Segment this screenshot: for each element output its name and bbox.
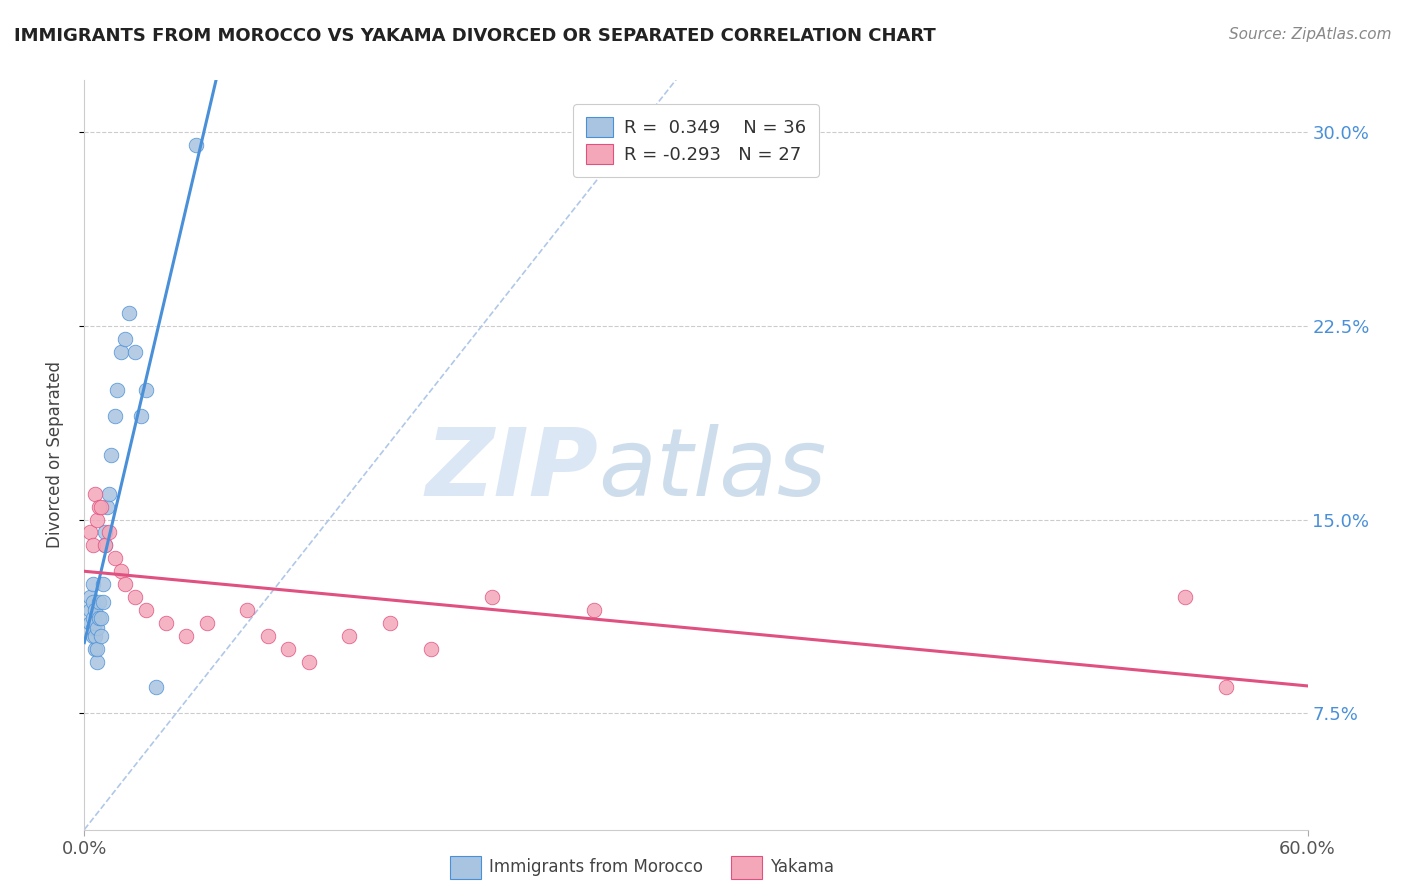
Text: ZIP: ZIP bbox=[425, 424, 598, 516]
Point bbox=[104, 409, 127, 424]
Point bbox=[82, 621, 104, 635]
Point bbox=[86, 621, 108, 635]
Point bbox=[236, 603, 259, 617]
Point bbox=[380, 615, 402, 630]
Point bbox=[186, 137, 208, 152]
Point bbox=[277, 641, 299, 656]
Point bbox=[83, 486, 105, 500]
Point bbox=[114, 332, 136, 346]
Point bbox=[195, 615, 218, 630]
Point bbox=[91, 595, 114, 609]
Point bbox=[110, 564, 132, 578]
Point bbox=[1215, 681, 1237, 695]
Point bbox=[87, 500, 110, 514]
Point bbox=[110, 344, 132, 359]
Point bbox=[82, 595, 104, 609]
Point bbox=[124, 590, 146, 604]
Point bbox=[90, 629, 112, 643]
Point bbox=[86, 641, 108, 656]
Point bbox=[83, 629, 105, 643]
Point bbox=[104, 551, 127, 566]
Point bbox=[82, 629, 104, 643]
Point bbox=[79, 590, 101, 604]
Point bbox=[124, 344, 146, 359]
Point bbox=[93, 525, 115, 540]
Point bbox=[105, 384, 128, 398]
Point bbox=[93, 538, 115, 552]
Point bbox=[174, 629, 197, 643]
Point bbox=[90, 610, 112, 624]
Text: Source: ZipAtlas.com: Source: ZipAtlas.com bbox=[1229, 27, 1392, 42]
Y-axis label: Divorced or Separated: Divorced or Separated bbox=[45, 361, 63, 549]
Point bbox=[83, 641, 105, 656]
Point bbox=[79, 603, 101, 617]
Text: IMMIGRANTS FROM MOROCCO VS YAKAMA DIVORCED OR SEPARATED CORRELATION CHART: IMMIGRANTS FROM MOROCCO VS YAKAMA DIVORC… bbox=[14, 27, 936, 45]
Point bbox=[86, 512, 108, 526]
Point bbox=[131, 409, 153, 424]
Point bbox=[420, 641, 443, 656]
Point bbox=[90, 500, 112, 514]
Point bbox=[93, 538, 115, 552]
Point bbox=[82, 610, 104, 624]
Point bbox=[135, 603, 157, 617]
Point bbox=[1174, 590, 1197, 604]
Point bbox=[114, 577, 136, 591]
Point bbox=[79, 615, 101, 630]
Point bbox=[339, 629, 361, 643]
Point bbox=[145, 681, 167, 695]
Point bbox=[83, 615, 105, 630]
Point bbox=[481, 590, 503, 604]
Legend: R =  0.349    N = 36, R = -0.293   N = 27: R = 0.349 N = 36, R = -0.293 N = 27 bbox=[574, 104, 818, 177]
Text: Immigrants from Morocco: Immigrants from Morocco bbox=[489, 858, 703, 876]
Point bbox=[155, 615, 177, 630]
Point bbox=[257, 629, 280, 643]
Point bbox=[79, 525, 101, 540]
Point bbox=[91, 577, 114, 591]
Point bbox=[135, 384, 157, 398]
Point bbox=[118, 306, 141, 320]
Point bbox=[86, 655, 108, 669]
Point bbox=[583, 603, 606, 617]
Text: atlas: atlas bbox=[598, 425, 827, 516]
Point bbox=[82, 538, 104, 552]
Point bbox=[97, 525, 120, 540]
Point bbox=[87, 610, 110, 624]
Point bbox=[83, 603, 105, 617]
Text: Yakama: Yakama bbox=[770, 858, 835, 876]
Point bbox=[97, 486, 120, 500]
Point bbox=[87, 595, 110, 609]
Point bbox=[82, 577, 104, 591]
Point bbox=[298, 655, 321, 669]
Point bbox=[100, 448, 122, 462]
Point bbox=[96, 500, 118, 514]
